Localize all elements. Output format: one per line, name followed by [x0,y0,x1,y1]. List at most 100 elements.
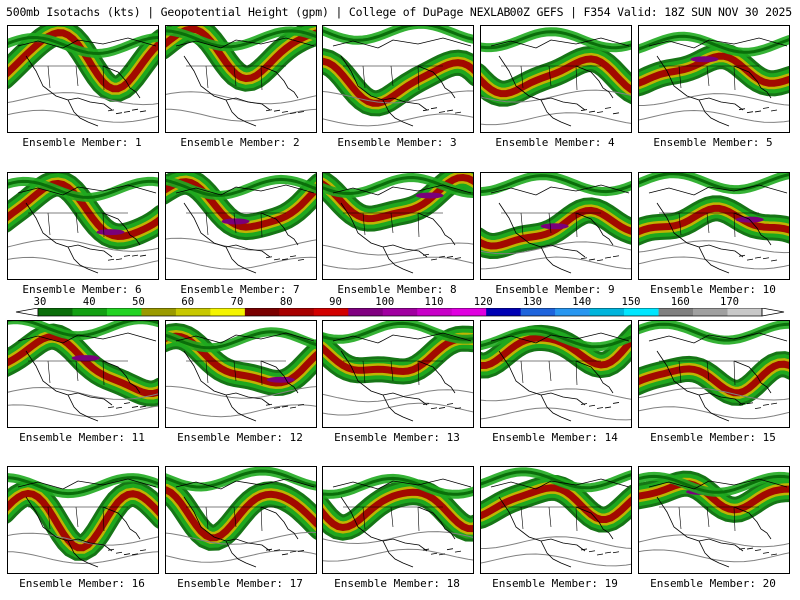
isotach-map-graphic [323,173,473,274]
colorbar-tick-label: 100 [375,296,395,308]
isotach-map-graphic [323,473,473,568]
colorbar-swatch [589,308,625,316]
ensemble-member-map-13 [322,320,474,428]
colorbar-swatch [451,308,487,316]
colorbar-swatch [313,308,349,316]
isotach-map-graphic [639,173,789,274]
colorbar-tick-label: 140 [572,296,592,308]
ensemble-member-map-3 [322,25,474,133]
header-title: 500mb Isotachs (kts) | Geopotential Heig… [6,5,511,19]
isotach-map-graphic [166,26,316,127]
ensemble-member-map-8 [322,172,474,280]
ensemble-member-label: Ensemble Member: 15 [650,431,776,444]
ensemble-member-label: Ensemble Member: 9 [495,283,615,296]
colorbar-swatch [244,308,280,316]
isotach-map-graphic [8,321,158,422]
isotach-map-graphic [639,321,789,422]
isotach-map-graphic [8,473,158,568]
ensemble-member-map-6 [7,172,159,280]
ensemble-member-map-7 [165,172,317,280]
ensemble-member-label: Ensemble Member: 8 [337,283,457,296]
ensemble-member-map-19 [480,466,632,574]
ensemble-member-label: Ensemble Member: 12 [177,431,303,444]
colorbar-swatch [658,308,694,316]
colorbar-swatch [72,308,108,316]
colorbar-swatch [382,308,418,316]
colorbar-tick-label: 30 [33,296,47,308]
colorbar-swatch [106,308,142,316]
isotach-map-graphic [8,173,158,274]
ensemble-member-label: Ensemble Member: 13 [334,431,460,444]
colorbar-tick-label: 170 [720,296,739,308]
ensemble-member-map-1 [7,25,159,133]
isotach-map-graphic [481,324,631,422]
ensemble-member-label: Ensemble Member: 18 [334,577,460,590]
colorbar-tick-label: 50 [132,296,145,308]
colorbar-tick-label: 40 [82,296,96,308]
ensemble-member-map-20 [638,466,790,574]
ensemble-member-label: Ensemble Member: 20 [650,577,776,590]
ensemble-member-map-4 [480,25,632,133]
colorbar-tick-label: 150 [621,296,641,308]
colorbar-swatch [210,308,246,316]
ensemble-member-map-18 [322,466,474,574]
colorbar-swatch [555,308,590,316]
isotach-map-graphic [481,467,631,568]
colorbar-strip [15,308,785,317]
ensemble-member-label: Ensemble Member: 16 [19,577,145,590]
ensemble-member-label: Ensemble Member: 14 [492,431,618,444]
colorbar-tick-label: 90 [329,296,342,308]
ensemble-member-label: Ensemble Member: 19 [492,577,618,590]
isotach-map-graphic [166,467,316,568]
colorbar-tick-label: 130 [523,296,542,308]
ensemble-member-label: Ensemble Member: 5 [653,136,773,149]
ensemble-member-label: Ensemble Member: 11 [19,431,145,444]
colorbar-swatch [175,308,211,316]
colorbar-tick-label: 60 [181,296,195,308]
colorbar-swatch [348,308,384,316]
ensemble-member-label: Ensemble Member: 17 [177,577,303,590]
colorbar-swatch [38,308,73,316]
isotach-map-graphic [166,323,316,422]
colorbar-swatch [279,308,315,316]
colorbar-swatch [727,308,763,316]
isotach-colorbar: 30 40 50 60 70 80 90 100 110 120 130 140 150 160 170 [0,296,800,320]
ensemble-member-map-9 [480,172,632,280]
ensemble-member-label: Ensemble Member: 2 [180,136,300,149]
ensemble-member-map-5 [638,25,790,133]
colorbar-swatch [624,308,659,316]
ensemble-member-label: Ensemble Member: 1 [22,136,142,149]
ensemble-member-label: Ensemble Member: 6 [22,283,142,296]
ensemble-member-label: Ensemble Member: 3 [337,136,457,149]
isotach-map-graphic [481,27,631,127]
isotach-map-graphic [323,26,473,127]
ensemble-member-map-12 [165,320,317,428]
ensemble-member-label: Ensemble Member: 7 [180,283,300,296]
colorbar-tick-label: 70 [230,296,244,308]
chart-header: 500mb Isotachs (kts) | Geopotential Heig… [4,3,796,21]
isotach-map-graphic [166,173,316,274]
isotach-map-graphic [323,321,473,422]
header-valid-time: 00Z GEFS | F354 Valid: 18Z SUN NOV 30 20… [509,5,793,19]
ensemble-member-map-15 [638,320,790,428]
colorbar-tick-label: 80 [279,296,293,308]
ensemble-member-map-11 [7,320,159,428]
ensemble-member-map-17 [165,466,317,574]
isotach-map-graphic [481,173,631,274]
colorbar-swatch [693,308,728,316]
ensemble-member-label: Ensemble Member: 4 [495,136,615,149]
colorbar-swatch [520,308,556,316]
colorbar-swatch [417,308,453,316]
ensemble-member-map-16 [7,466,159,574]
ensemble-member-map-14 [480,320,632,428]
isotach-map-graphic [8,26,158,127]
isotach-map-graphic [639,470,789,568]
ensemble-member-label: Ensemble Member: 10 [650,283,776,296]
ensemble-member-map-2 [165,25,317,133]
ensemble-member-map-10 [638,172,790,280]
isotach-map-graphic [639,31,789,127]
colorbar-swatch [141,308,177,316]
colorbar-tick-label: 120 [473,296,493,308]
colorbar-tick-label: 160 [670,296,690,308]
colorbar-tick-label: 110 [424,296,444,308]
